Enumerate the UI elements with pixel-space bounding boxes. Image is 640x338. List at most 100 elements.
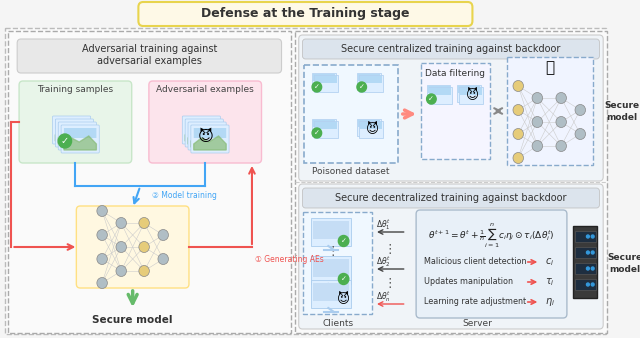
Bar [312,119,336,136]
Text: ✓: ✓ [428,96,435,102]
Bar [575,263,596,274]
Bar [313,74,335,81]
Circle shape [158,230,168,241]
Bar [507,57,593,165]
Circle shape [158,254,168,265]
Text: ✓: ✓ [359,84,365,90]
Bar [8,31,291,333]
Bar [360,122,381,129]
Bar [359,121,383,138]
Circle shape [357,82,367,92]
Text: $\Delta\theta_1^t$: $\Delta\theta_1^t$ [376,218,391,233]
Text: Adversarial training against: Adversarial training against [82,44,217,54]
Bar [305,65,398,163]
Bar [460,88,482,95]
Text: Updates manipulation: Updates manipulation [424,277,513,287]
Circle shape [513,80,524,92]
FancyBboxPatch shape [64,128,97,138]
FancyBboxPatch shape [52,116,91,144]
Circle shape [116,241,127,252]
Text: 🛡: 🛡 [545,61,554,75]
Bar [358,74,380,81]
FancyBboxPatch shape [61,125,93,135]
Circle shape [556,117,566,127]
Text: Malicious client detection: Malicious client detection [424,258,526,266]
Circle shape [586,235,589,238]
Circle shape [513,152,524,164]
Circle shape [532,117,543,127]
Circle shape [139,217,149,228]
FancyBboxPatch shape [58,122,97,150]
Bar [575,247,596,258]
Text: Server: Server [463,318,493,328]
Polygon shape [55,127,88,141]
FancyBboxPatch shape [188,122,226,150]
Circle shape [58,134,72,148]
FancyBboxPatch shape [55,119,88,129]
Text: 😈: 😈 [198,129,214,145]
Bar [295,31,607,333]
Circle shape [532,141,543,151]
Polygon shape [185,127,218,141]
Circle shape [586,267,589,270]
Polygon shape [58,130,91,144]
Polygon shape [61,133,93,147]
Bar [314,75,338,92]
Text: ⋮: ⋮ [383,242,396,256]
FancyBboxPatch shape [191,125,223,135]
Bar [357,119,381,136]
Text: Secure: Secure [605,101,640,111]
Text: Clients: Clients [323,318,353,328]
Bar [573,226,598,298]
Text: Poisoned dataset: Poisoned dataset [312,168,390,176]
Bar [429,87,452,104]
Circle shape [97,254,108,265]
FancyBboxPatch shape [149,81,262,163]
Circle shape [591,267,594,270]
FancyBboxPatch shape [303,39,599,59]
Bar [360,76,381,83]
Bar [457,85,481,102]
Bar [313,221,349,239]
FancyBboxPatch shape [58,122,91,132]
Text: $\Delta\theta_2^t$: $\Delta\theta_2^t$ [376,255,391,269]
Text: ⋮: ⋮ [327,245,339,259]
FancyBboxPatch shape [55,119,93,147]
Text: 😈: 😈 [365,123,379,137]
Bar [311,218,351,246]
Text: ✓: ✓ [340,238,346,244]
Text: ⋮: ⋮ [383,277,396,290]
Bar [358,120,380,127]
Text: 😈: 😈 [337,293,350,307]
Circle shape [532,93,543,103]
Circle shape [556,141,566,151]
Text: $\tau_i$: $\tau_i$ [545,276,555,288]
Bar [313,259,349,277]
Polygon shape [64,136,97,150]
Circle shape [575,128,586,140]
Circle shape [586,283,589,286]
FancyBboxPatch shape [299,184,603,329]
Bar [311,280,351,308]
Circle shape [513,104,524,116]
Text: Training samples: Training samples [37,86,113,95]
Circle shape [339,273,349,285]
Text: Learning rate adjustment: Learning rate adjustment [424,297,526,307]
Bar [428,86,449,93]
Text: adversarial examples: adversarial examples [97,56,202,66]
FancyBboxPatch shape [182,116,220,144]
Text: $\Delta\theta_n^t$: $\Delta\theta_n^t$ [376,290,391,305]
Circle shape [139,266,149,276]
Circle shape [591,235,594,238]
Bar [311,256,351,284]
Bar [427,85,451,102]
Text: ✓: ✓ [314,130,320,136]
Text: Secure model: Secure model [92,315,173,325]
Circle shape [97,230,108,241]
Circle shape [339,236,349,246]
FancyBboxPatch shape [416,210,567,318]
Bar [421,63,490,159]
Text: Secure centralized training against backdoor: Secure centralized training against back… [341,44,561,54]
FancyBboxPatch shape [17,39,282,73]
Polygon shape [194,136,226,150]
